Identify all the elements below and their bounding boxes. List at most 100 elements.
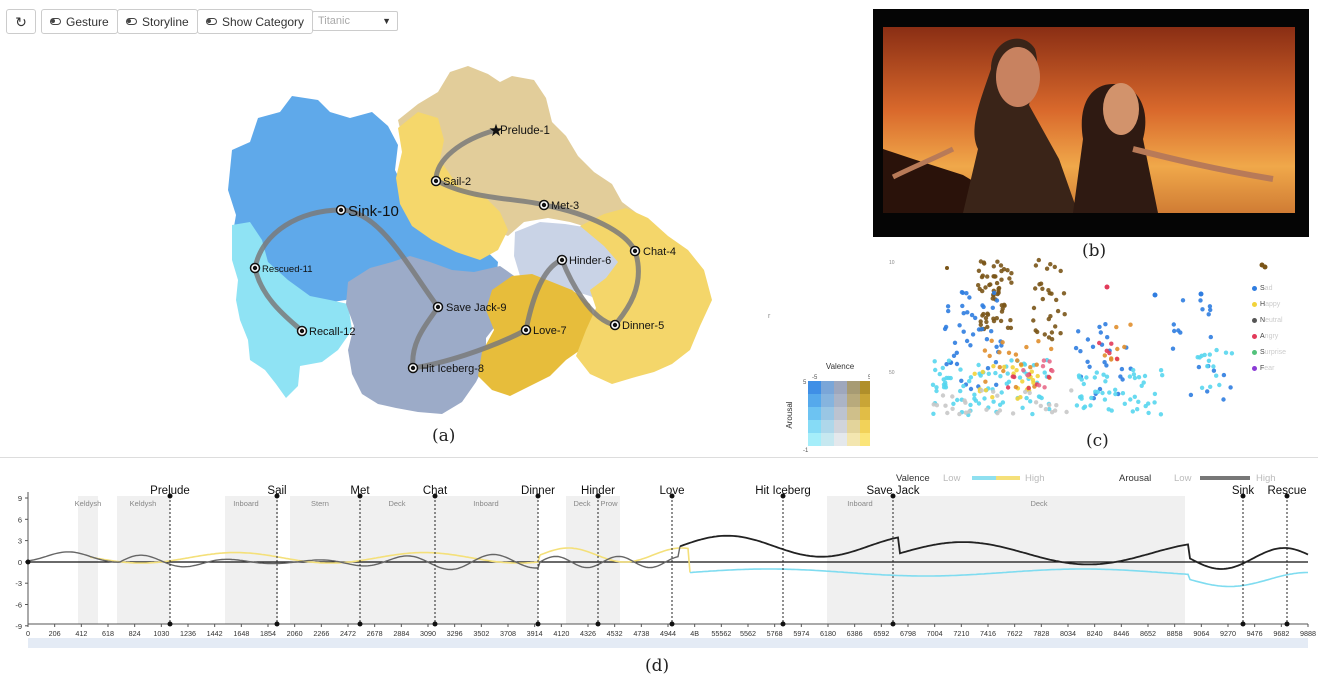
event-marker-dot[interactable] [357, 493, 363, 499]
scatter-point [960, 303, 965, 309]
video-frame[interactable] [873, 9, 1309, 237]
scatter-point [1069, 388, 1074, 393]
scatter-point [964, 338, 970, 344]
node-save-jack[interactable]: Save Jack-9 [432, 301, 507, 314]
scatter-point [955, 397, 960, 403]
legend-happy[interactable]: Happy [1252, 301, 1286, 317]
node-rescued[interactable]: Rescued-11 [249, 262, 313, 276]
event-marker-dot[interactable] [357, 621, 363, 627]
scatter-point [1009, 280, 1014, 285]
event-marker-dot[interactable] [780, 621, 786, 627]
gesture-toggle[interactable]: Gesture [41, 9, 118, 34]
event-label: Love [660, 485, 685, 497]
scatter-point [1113, 391, 1118, 397]
node-sink[interactable]: Sink-10 [335, 203, 399, 220]
node-prelude[interactable]: ★ Prelude-1 [488, 121, 550, 140]
timeline-region-label: Keldysh [130, 499, 157, 508]
event-marker-dot[interactable] [167, 493, 173, 499]
scatter-point [999, 277, 1004, 282]
scatter-point [1109, 408, 1114, 413]
event-marker-dot[interactable] [595, 493, 601, 499]
legend-low: Low [1174, 473, 1192, 484]
node-met[interactable]: Met-3 [538, 199, 580, 212]
legend-low: Low [943, 473, 961, 484]
refresh-button[interactable]: ↻ [6, 9, 36, 34]
arousal-curve-strong [679, 534, 1309, 570]
node-love[interactable]: Love-7 [520, 324, 567, 337]
x-tick-label: 7416 [980, 629, 996, 638]
y-tick-label: 9 [18, 494, 22, 503]
emotion-scatter[interactable]: 10 50 [873, 250, 1318, 450]
region-iceberg[interactable] [346, 256, 520, 414]
event-marker-dot[interactable] [1240, 621, 1246, 627]
event-marker-dot[interactable] [669, 621, 675, 627]
scatter-point [984, 407, 989, 412]
node-hinder[interactable]: Hinder-6 [556, 254, 612, 267]
event-marker-dot[interactable] [890, 493, 896, 499]
event-label: Sail [267, 485, 286, 497]
scatter-point [1120, 391, 1126, 396]
legend-right: 5 [868, 375, 870, 381]
scatter-point [940, 365, 945, 371]
region-sink[interactable] [228, 96, 498, 304]
storyline-toggle[interactable]: Storyline [117, 9, 198, 34]
event-marker-dot[interactable] [669, 493, 675, 499]
scatter-point [1221, 397, 1226, 402]
valence-curve-mid [539, 547, 691, 573]
event-marker-dot[interactable] [167, 621, 173, 627]
emotion-timeline[interactable]: Valence Low High Arousal Low High Keldys… [0, 462, 1318, 650]
event-marker-dot[interactable] [274, 493, 280, 499]
event-marker-dot[interactable] [432, 621, 438, 627]
scatter-point [976, 283, 981, 288]
timeline-scrollbar[interactable] [28, 638, 1308, 648]
scatter-y-mid: 50 [889, 370, 895, 376]
event-marker-dot[interactable] [1284, 621, 1290, 627]
show-category-toggle[interactable]: Show Category [197, 9, 314, 34]
node-dinner[interactable]: Dinner-5 [609, 319, 665, 332]
scatter-point [968, 402, 973, 408]
node-sail[interactable]: Sail-2 [430, 175, 472, 188]
legend-angry[interactable]: Angry [1252, 333, 1286, 349]
event-marker-dot[interactable] [1240, 493, 1246, 499]
scatter-point [967, 295, 972, 300]
scatter-point [1044, 266, 1050, 271]
event-marker-dot[interactable] [274, 621, 280, 627]
x-tick-label: 4944 [660, 629, 676, 638]
scatter-point [1214, 373, 1219, 378]
legend-sad[interactable]: Sad [1252, 285, 1286, 301]
legend-cell [847, 420, 860, 433]
event-marker-dot[interactable] [432, 493, 438, 499]
event-marker-dot[interactable] [535, 621, 541, 627]
legend-surprise[interactable]: Surprise [1252, 349, 1286, 365]
legend-fear[interactable]: Fear [1252, 365, 1286, 381]
event-label: Hit Iceberg [755, 485, 811, 497]
event-marker-dot[interactable] [780, 493, 786, 499]
movie-select[interactable]: Titanic ▼ [312, 11, 398, 31]
scatter-point [1152, 391, 1158, 397]
scatter-point [973, 315, 978, 321]
event-marker-dot[interactable] [535, 493, 541, 499]
event-marker-dot[interactable] [595, 621, 601, 627]
scatter-point [1047, 402, 1052, 408]
node-chat[interactable]: Chat-4 [629, 245, 677, 258]
node-recall[interactable]: Recall-12 [296, 325, 356, 338]
scatter-point [1023, 389, 1028, 395]
region-rescue[interactable] [232, 222, 352, 398]
legend-neutral[interactable]: Neutral [1252, 317, 1286, 333]
scatter-point [984, 337, 990, 342]
panel-label-a: (a) [432, 426, 456, 446]
node-hit-iceberg[interactable]: Hit Iceberg-8 [407, 362, 484, 375]
timeline-region-label: Stern [311, 499, 329, 508]
event-marker-dot[interactable] [1284, 493, 1290, 499]
story-map[interactable]: ★ Prelude-1 Sail-2 Met-3 Chat-4 Dinner-5… [0, 0, 870, 460]
scatter-point [989, 338, 994, 343]
region-dinner[interactable] [576, 208, 712, 384]
scatter-point [980, 273, 985, 278]
scatter-point [1102, 360, 1107, 365]
scatter-point [991, 264, 996, 269]
scatter-point [1127, 374, 1133, 379]
region-love[interactable] [478, 274, 596, 396]
scatter-point [957, 411, 962, 417]
legend-valence: Valence [896, 473, 930, 484]
event-marker-dot[interactable] [890, 621, 896, 627]
